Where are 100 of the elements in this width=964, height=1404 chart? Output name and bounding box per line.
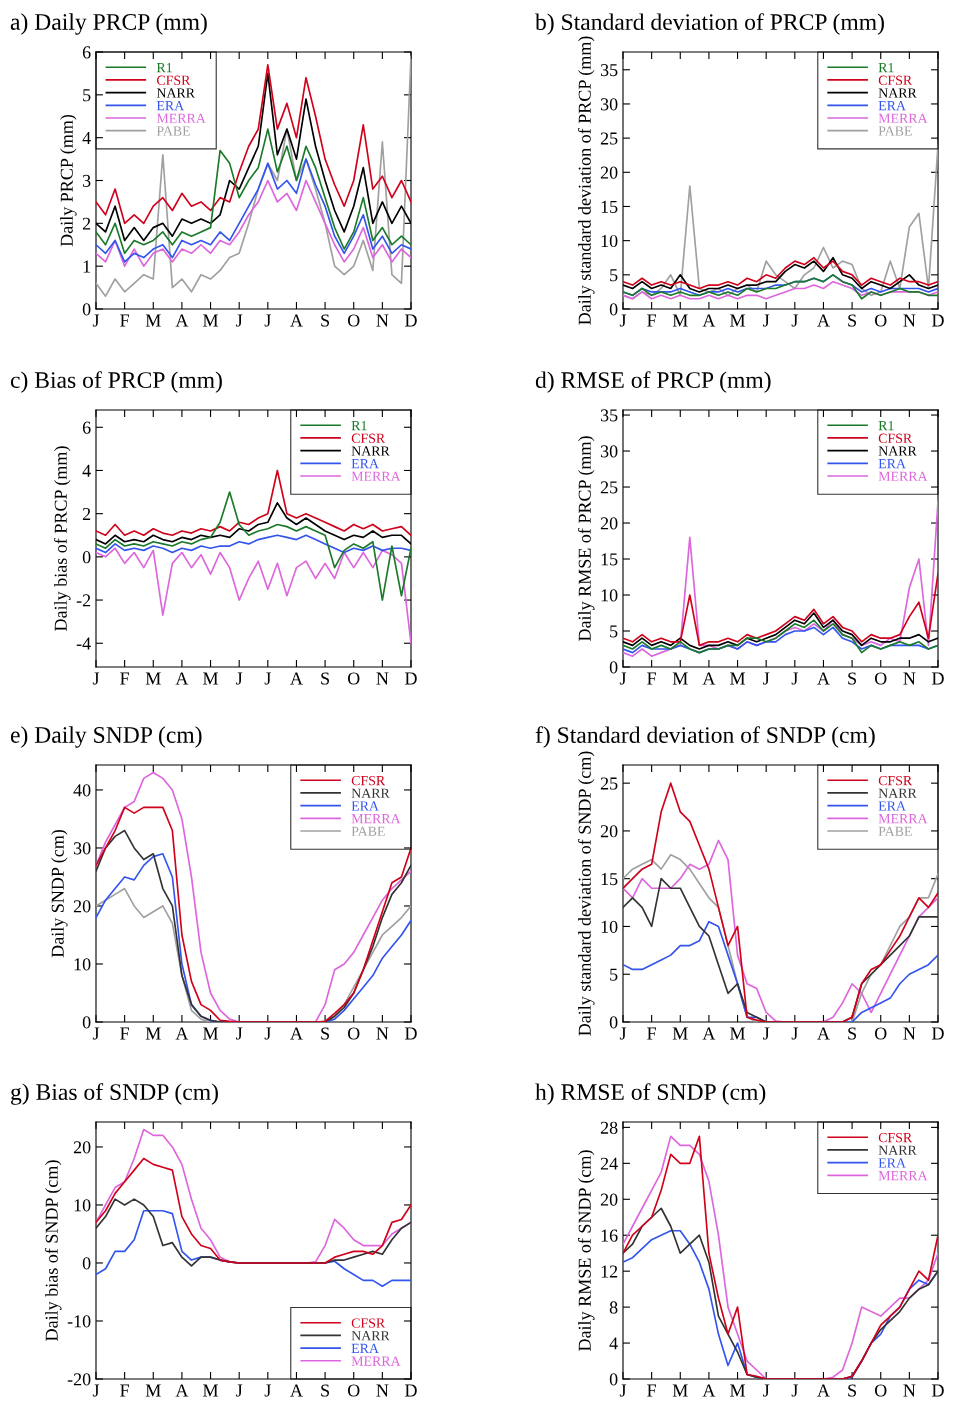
y-tick-label: 0: [82, 1257, 91, 1270]
line-series: [96, 55, 411, 297]
x-tick-label: M: [145, 1027, 161, 1040]
y-tick-label: 4: [82, 464, 91, 477]
legend-label: R1: [878, 62, 894, 73]
x-tick-label: D: [405, 1384, 417, 1397]
legend-label: CFSR: [878, 1132, 913, 1143]
y-tick-label: 30: [73, 842, 91, 855]
x-tick-label: D: [405, 1027, 417, 1040]
x-tick-label: M: [672, 1027, 688, 1040]
y-tick-label: 0: [82, 1016, 91, 1029]
y-tick-label: 10: [601, 589, 618, 602]
y-tick-label: 4: [609, 1337, 618, 1350]
legend-label: CFSR: [351, 433, 386, 443]
x-tick-label: J: [619, 1027, 627, 1040]
chart-title: g) Bias of SNDP (cm): [11, 1083, 218, 1105]
y-tick-label: 20: [600, 166, 618, 179]
x-tick-label: J: [791, 672, 798, 685]
x-tick-label: J: [92, 672, 100, 685]
legend-label: MERRA: [878, 814, 928, 824]
x-tick-label: N: [376, 1027, 389, 1040]
x-tick-label: A: [175, 1027, 189, 1040]
x-tick-label: J: [92, 1027, 100, 1040]
legend-label: ERA: [878, 1158, 906, 1168]
x-tick-label: O: [874, 1384, 887, 1397]
x-tick-label: S: [848, 1384, 856, 1397]
y-axis-title: Daily bias of PRCP (mm): [53, 446, 71, 631]
legend-label: ERA: [878, 801, 906, 811]
x-tick-label: J: [791, 314, 798, 327]
legend-label: CFSR: [156, 75, 191, 85]
y-tick-label: 5: [610, 269, 618, 282]
x-tick-label: A: [290, 314, 303, 327]
x-tick-label: M: [730, 314, 746, 327]
legend-label: NARR: [351, 446, 390, 456]
x-tick-label: S: [321, 1384, 329, 1397]
legend-label: PABE: [156, 126, 190, 136]
legend-label: NARR: [878, 446, 917, 456]
legend-label: R1: [156, 62, 172, 73]
y-tick-label: 30: [600, 445, 618, 458]
x-tick-label: M: [730, 1027, 746, 1040]
y-tick-label: 15: [601, 200, 618, 213]
chart-title: e) Daily SNDP (cm): [10, 726, 202, 748]
x-tick-label: O: [347, 1384, 360, 1397]
x-tick-label: O: [347, 672, 360, 685]
x-tick-label: J: [264, 1384, 271, 1397]
x-tick-label: A: [702, 1027, 716, 1040]
x-tick-label: D: [932, 1027, 944, 1040]
x-tick-label: J: [236, 1027, 243, 1040]
legend-label: MERRA: [878, 113, 928, 123]
x-tick-label: N: [376, 672, 389, 685]
line-series: [96, 1157, 411, 1264]
x-tick-label: M: [730, 672, 746, 685]
legend-label: CFSR: [878, 433, 913, 443]
y-tick-label: 24: [600, 1157, 618, 1170]
line-series: [623, 619, 938, 654]
y-tick-label: 12: [601, 1265, 618, 1278]
x-tick-label: J: [92, 1384, 100, 1397]
y-tick-label: 4: [82, 132, 91, 144]
y-tick-label: 20: [73, 900, 91, 913]
y-tick-label: 40: [73, 784, 91, 797]
y-tick-label: 20: [600, 517, 618, 530]
x-tick-label: A: [290, 672, 303, 685]
x-tick-label: J: [264, 314, 271, 327]
line-series: [96, 128, 411, 255]
y-tick-label: -10: [67, 1315, 91, 1328]
y-tick-label: 10: [74, 1199, 91, 1212]
chart-title: d) RMSE of PRCP (mm): [535, 371, 771, 393]
x-tick-label: J: [264, 1027, 271, 1040]
y-tick-label: 0: [609, 661, 618, 674]
legend-label: CFSR: [351, 1318, 386, 1328]
x-tick-label: J: [763, 672, 770, 685]
x-tick-label: F: [647, 314, 656, 327]
legend-label: ERA: [878, 101, 906, 111]
x-tick-label: J: [791, 1384, 798, 1397]
x-tick-label: A: [702, 314, 716, 327]
legend-label: NARR: [878, 88, 917, 98]
x-tick-label: M: [145, 672, 161, 685]
y-tick-label: -4: [76, 637, 91, 650]
chart-title: b) Standard deviation of PRCP (mm): [535, 13, 884, 35]
legend-label: NARR: [878, 788, 917, 798]
legend-label: MERRA: [878, 1171, 928, 1181]
x-tick-label: J: [264, 672, 271, 685]
line-series: [96, 547, 411, 645]
y-axis-title: Daily standard deviation of SNDP (cm): [577, 751, 595, 1036]
legend-label: ERA: [878, 459, 906, 469]
legend-label: MERRA: [351, 814, 401, 824]
y-tick-label: 0: [609, 1016, 618, 1029]
x-tick-label: D: [405, 314, 417, 327]
legend-label: NARR: [351, 1331, 390, 1341]
line-series: [96, 534, 411, 554]
x-tick-label: A: [817, 672, 830, 685]
legend-label: MERRA: [351, 1356, 401, 1366]
y-tick-label: 25: [600, 132, 618, 145]
y-axis-title: Daily PRCP (mm): [60, 114, 77, 247]
x-tick-label: A: [175, 314, 189, 327]
y-tick-label: 5: [610, 968, 618, 981]
x-tick-label: N: [903, 1027, 916, 1040]
y-tick-label: 10: [601, 234, 618, 248]
legend-label: CFSR: [351, 775, 386, 786]
x-tick-label: A: [817, 1027, 830, 1040]
